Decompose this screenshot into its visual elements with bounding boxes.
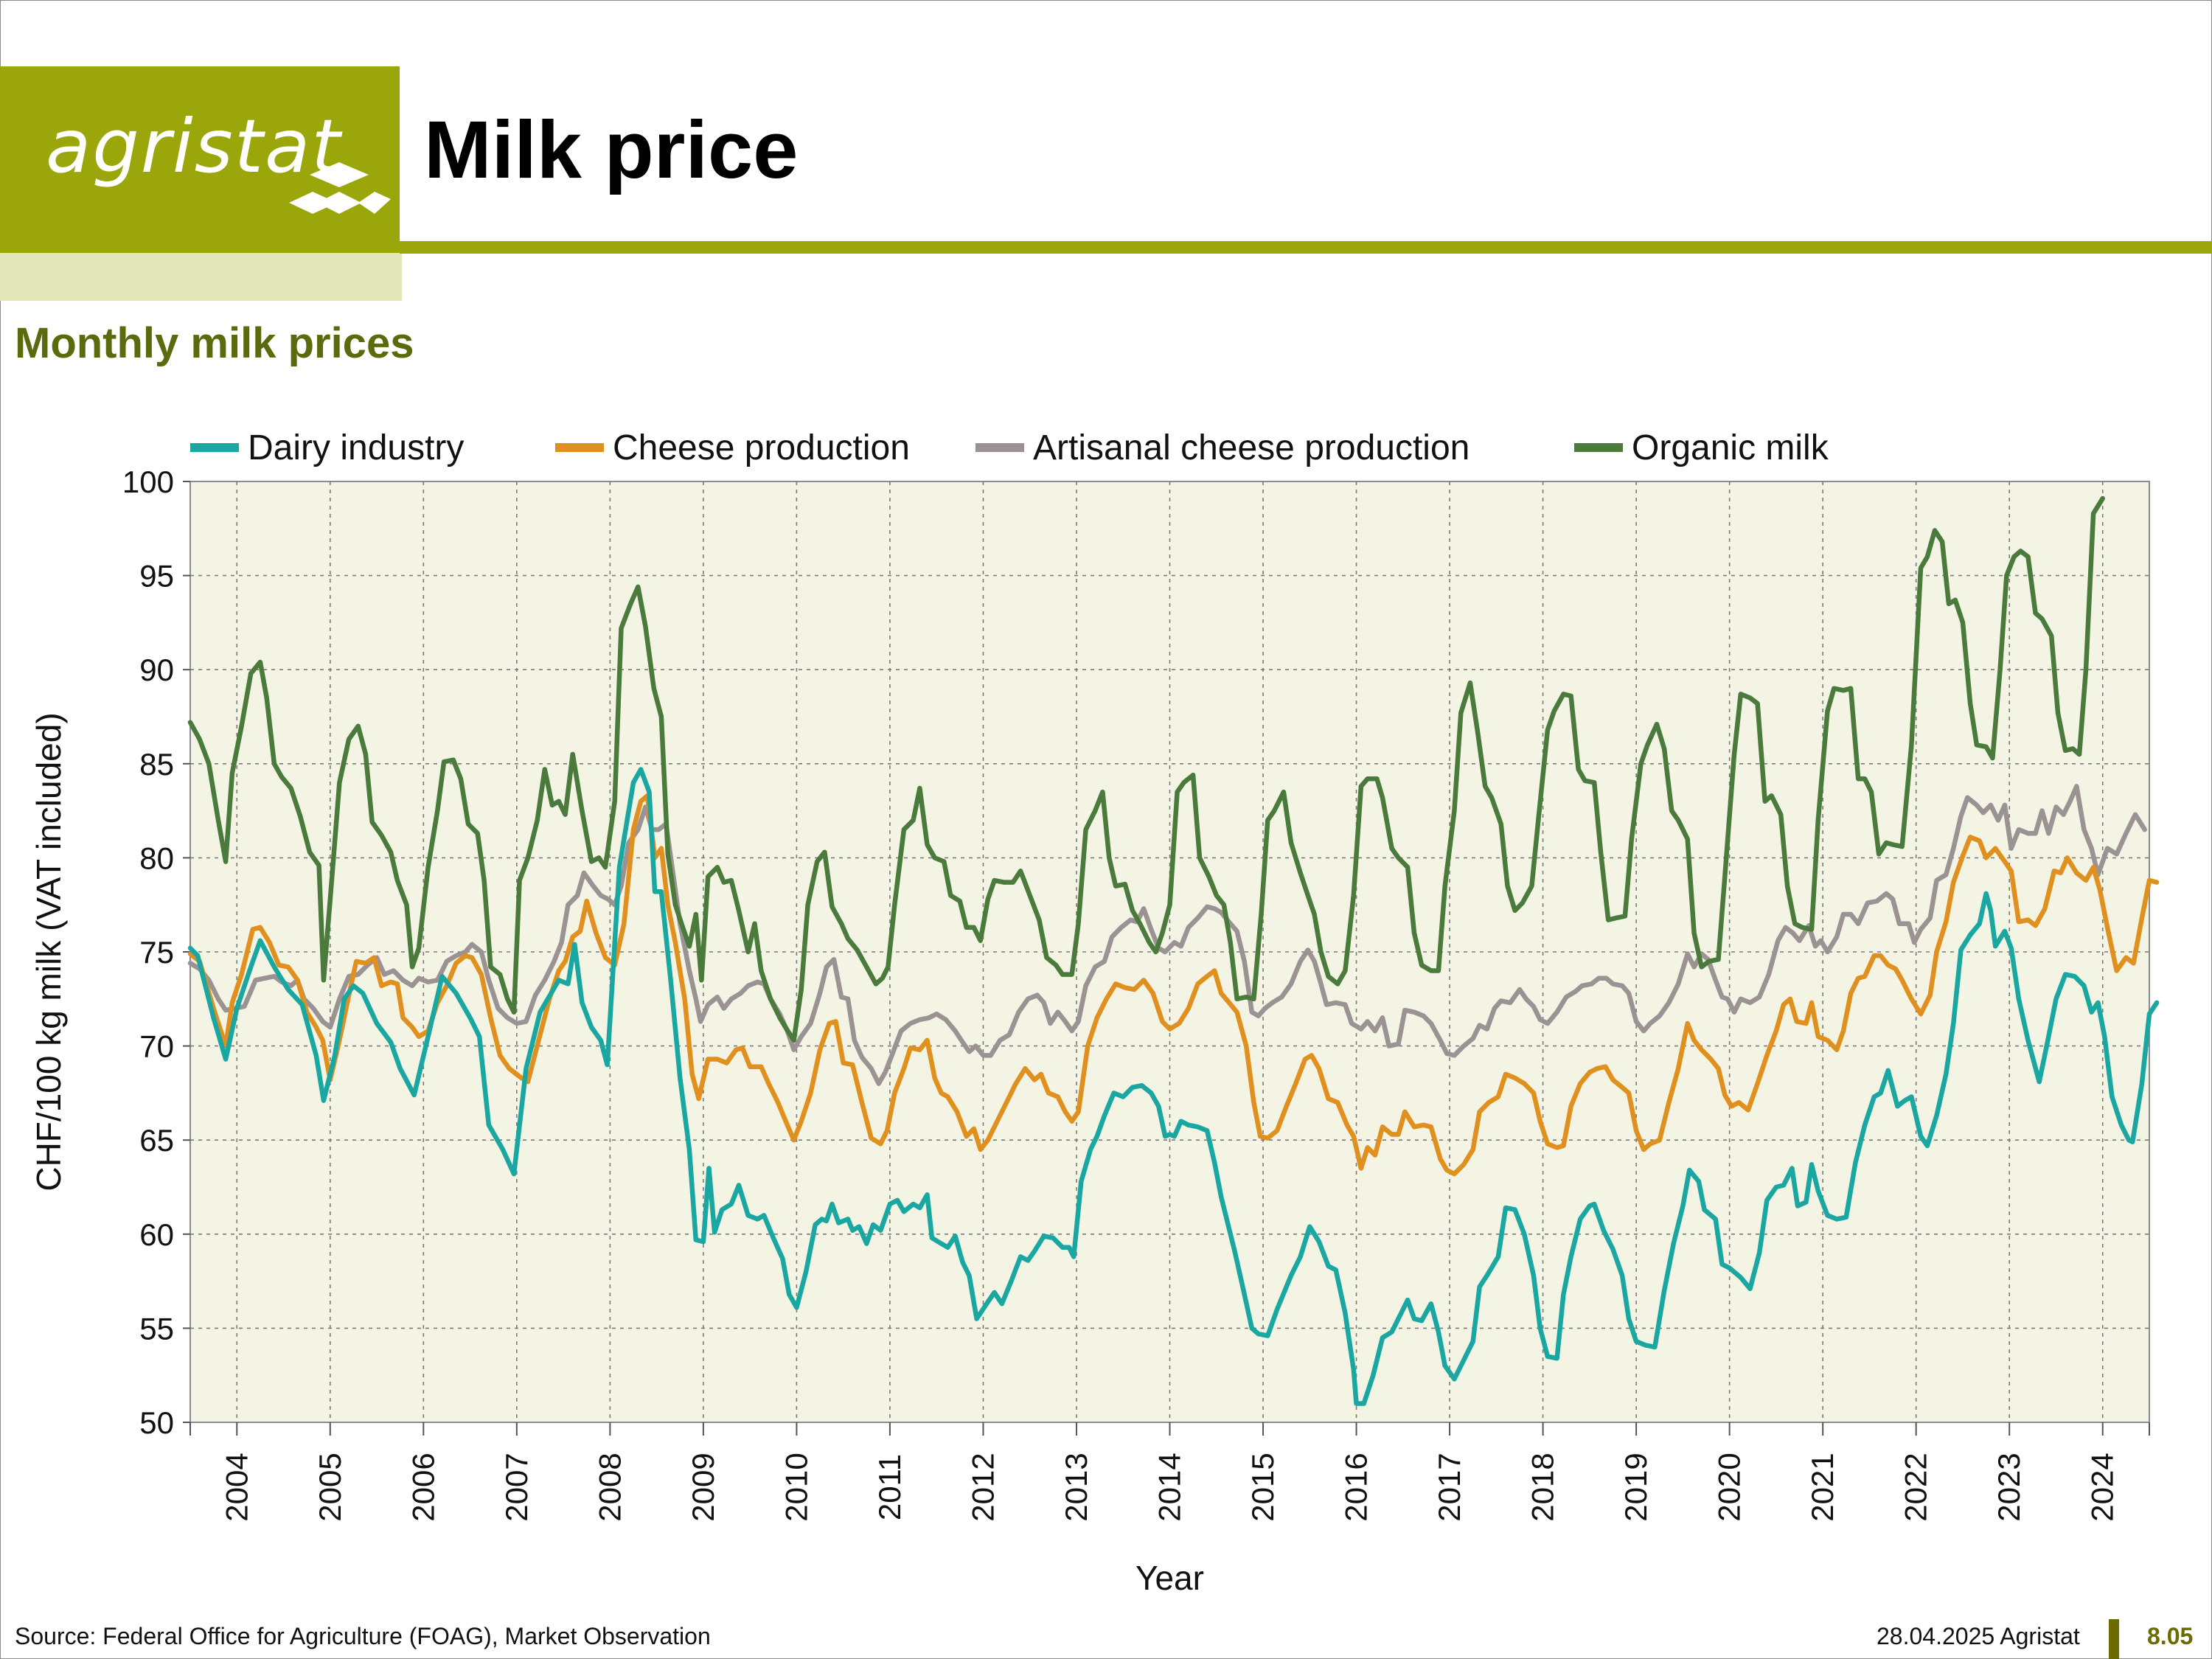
x-tick-label: 2011 <box>872 1454 907 1520</box>
x-tick-label: 2022 <box>1899 1453 1933 1521</box>
legend-item-organic-milk: Organic milk <box>1574 422 1829 473</box>
x-tick-label: 2005 <box>313 1453 347 1521</box>
logo-diamonds-icon <box>289 162 391 214</box>
footer-source: Source: Federal Office for Agriculture (… <box>15 1623 711 1649</box>
cheese-production-line <box>187 793 2160 1177</box>
dairy-industry-line <box>187 767 2160 1406</box>
x-tick-label: 2015 <box>1245 1453 1280 1521</box>
legend-label-artisanal-cheese-production: Artisanal cheese production <box>1033 428 1470 467</box>
x-axis-title: Year <box>1135 1559 1204 1597</box>
y-tick-label: 75 <box>139 935 174 970</box>
title-underline <box>400 241 2212 254</box>
x-tick-label: 2014 <box>1152 1453 1187 1521</box>
x-tick-label: 2006 <box>406 1453 440 1521</box>
legend-item-cheese-production: Cheese production <box>555 422 910 473</box>
y-tick-label: 95 <box>139 559 174 594</box>
y-tick-label: 100 <box>122 465 174 499</box>
legend-item-artisanal-cheese-production: Artisanal cheese production <box>975 422 1470 473</box>
y-tick-label: 55 <box>139 1311 174 1346</box>
legend-item-dairy-industry: Dairy industry <box>190 422 464 473</box>
x-tick-label: 2016 <box>1339 1453 1374 1521</box>
x-tick-label: 2007 <box>499 1453 534 1521</box>
x-tick-label: 2004 <box>219 1453 254 1521</box>
artisanal-cheese-line <box>187 784 2147 1086</box>
y-axis-title: CHF/100 kg milk (VAT included) <box>29 712 68 1191</box>
chart-subtitle: Monthly milk prices <box>15 319 414 367</box>
x-tick-label: 2019 <box>1618 1453 1653 1521</box>
y-tick-label: 70 <box>139 1029 174 1064</box>
x-tick-label: 2023 <box>1992 1453 2026 1521</box>
logo-underpanel <box>0 253 402 301</box>
logo-text: agristat <box>46 103 342 189</box>
x-tick-label: 2020 <box>1712 1453 1747 1521</box>
organic-milk-line <box>187 495 2105 1043</box>
x-tick-label: 2013 <box>1059 1453 1093 1521</box>
y-tick-label: 90 <box>139 653 174 687</box>
y-tick-label: 50 <box>139 1405 174 1440</box>
legend-swatch-cheese-production <box>555 443 604 452</box>
x-tick-label: 2018 <box>1526 1453 1560 1521</box>
x-tick-label: 2010 <box>779 1453 813 1521</box>
legend-swatch-dairy-industry <box>190 443 239 452</box>
y-tick-label: 80 <box>139 841 174 875</box>
footer-divider <box>2109 1619 2119 1659</box>
legend-label-dairy-industry: Dairy industry <box>248 428 465 467</box>
x-tick-label: 2012 <box>965 1453 1000 1521</box>
x-tick-label: 2021 <box>1805 1453 1840 1521</box>
x-tick-label: 2017 <box>1432 1453 1467 1521</box>
page-title: Milk price <box>424 105 799 195</box>
y-tick-label: 85 <box>139 747 174 782</box>
footer-date: 28.04.2025 Agristat <box>1877 1623 2080 1649</box>
legend-label-cheese-production: Cheese production <box>613 428 910 467</box>
legend-swatch-artisanal-cheese-production <box>975 443 1024 452</box>
y-tick-label: 65 <box>139 1123 174 1158</box>
x-tick-label: 2008 <box>592 1453 627 1521</box>
x-tick-label: 2024 <box>2085 1453 2120 1521</box>
legend-label-organic-milk: Organic milk <box>1632 428 1829 467</box>
legend-swatch-organic-milk <box>1574 443 1623 452</box>
x-tick-label: 2009 <box>686 1453 720 1521</box>
footer-page-number: 8.05 <box>2147 1623 2194 1649</box>
logo-panel <box>0 66 400 253</box>
y-tick-label: 60 <box>139 1217 174 1252</box>
